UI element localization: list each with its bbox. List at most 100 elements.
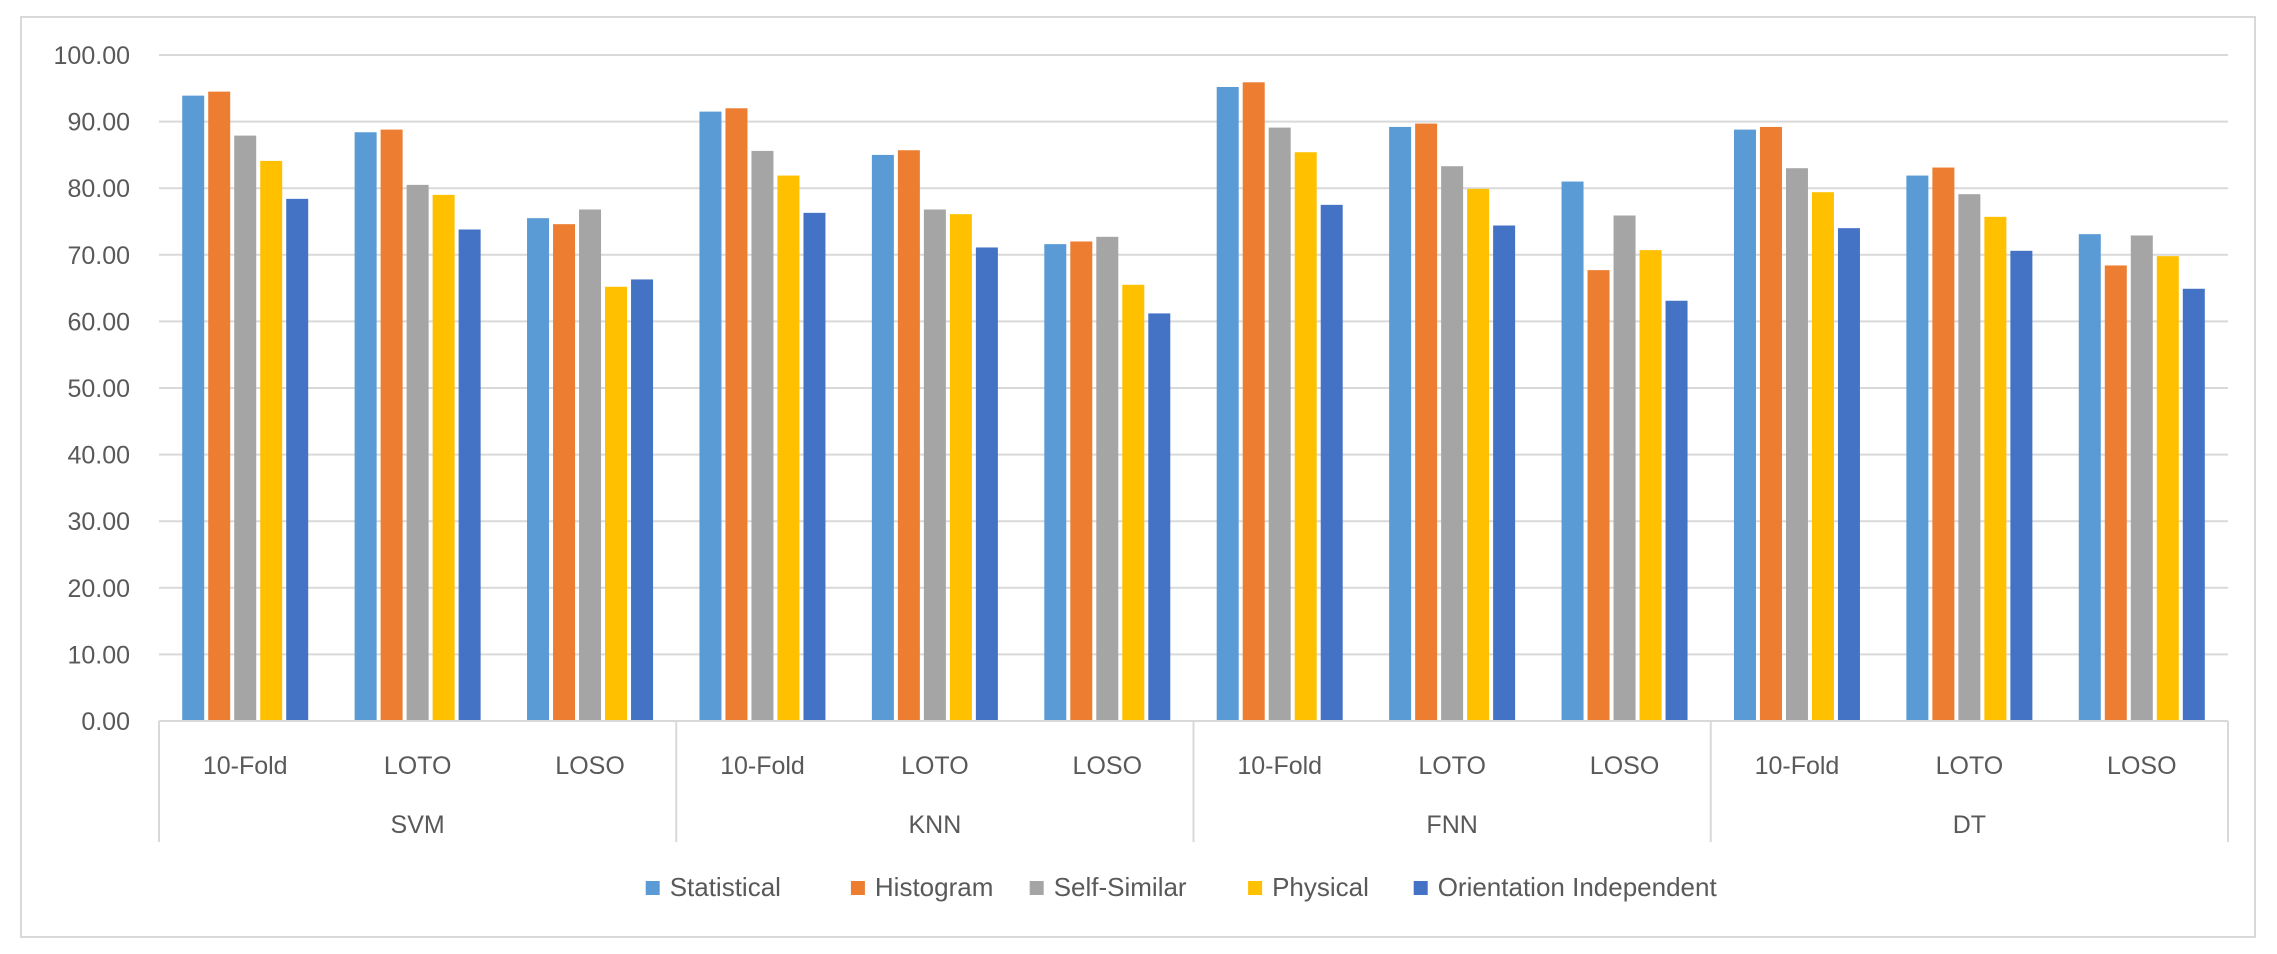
x-group-label: KNN — [908, 811, 961, 839]
bar — [2182, 288, 2205, 721]
bar — [1441, 166, 1464, 722]
bar — [1733, 129, 1756, 721]
legend: Statistical Histogram Self-Similar Physical… — [645, 872, 1718, 902]
bar — [1044, 244, 1067, 722]
x-group-label: DT — [1953, 811, 1986, 839]
x-subcategory-label: 10-Fold — [720, 752, 805, 780]
legend-label: Orientation Independent — [1438, 872, 1718, 902]
bar — [1294, 152, 1317, 722]
bar — [897, 150, 920, 721]
legend-swatch — [850, 881, 865, 895]
legend-swatch — [1029, 881, 1044, 895]
legend-label: Histogram — [875, 872, 993, 902]
x-subcategory-label: LOSO — [2107, 752, 2176, 780]
legend-swatch — [1248, 881, 1263, 895]
bar — [631, 279, 654, 721]
bar — [1613, 215, 1636, 722]
bar — [260, 160, 283, 722]
bar — [553, 224, 576, 721]
x-subcategory-label: 10-Fold — [203, 752, 288, 780]
x-subcategory-label: LOSO — [1073, 752, 1142, 780]
legend-label: Self-Similar — [1054, 872, 1187, 902]
y-tick-label: 40.00 — [67, 442, 130, 470]
bar — [1216, 86, 1239, 721]
bar — [1493, 225, 1516, 721]
x-subcategory-label: 10-Fold — [1755, 752, 1840, 780]
y-tick-label: 60.00 — [67, 308, 130, 336]
x-axis-category-labels: 10-Fold LOTO LOSO 10-Fold LOTO LOSO 10-Fold LOT… — [203, 752, 2177, 839]
bars — [182, 82, 2205, 722]
bar — [1785, 168, 1808, 722]
y-tick-label: 30.00 — [67, 508, 130, 536]
bar — [579, 209, 602, 721]
bar — [1070, 241, 1093, 722]
x-subcategory-label: 10-Fold — [1237, 752, 1322, 780]
chart-frame: 0.00 10.00 20.00 30.00 40.00 50.00 60.00 70.00 8… — [20, 16, 2256, 938]
y-axis-tick-labels: 0.00 10.00 20.00 30.00 40.00 50.00 60.00 70.00 8… — [54, 42, 130, 736]
bar — [1096, 236, 1119, 721]
bar — [923, 209, 946, 721]
y-tick-label: 70.00 — [67, 242, 130, 270]
bar — [949, 214, 972, 721]
bar — [605, 286, 628, 721]
bar — [380, 129, 403, 721]
bar — [406, 184, 429, 721]
bar — [1268, 127, 1291, 722]
y-tick-label: 100.00 — [54, 42, 130, 70]
bar — [182, 95, 205, 722]
legend-swatch — [645, 881, 660, 895]
bar — [1958, 194, 1981, 722]
bar — [1837, 228, 1860, 721]
bar — [1759, 126, 1782, 722]
x-subcategory-label: LOSO — [555, 752, 624, 780]
bar — [751, 150, 774, 722]
y-tick-label: 90.00 — [67, 109, 130, 137]
bar — [777, 175, 800, 721]
bar-chart: 0.00 10.00 20.00 30.00 40.00 50.00 60.00 70.00 8… — [54, 42, 2229, 902]
bar — [1320, 204, 1343, 722]
bar — [1639, 250, 1662, 721]
bar — [2010, 250, 2033, 721]
y-tick-label: 10.00 — [67, 641, 130, 669]
x-axis — [158, 720, 2229, 842]
bar — [803, 212, 826, 722]
bar — [458, 229, 481, 721]
x-subcategory-label: LOTO — [901, 752, 969, 780]
y-tick-label: 0.00 — [81, 708, 130, 736]
x-group-label: SVM — [391, 811, 445, 839]
legend-label: Physical — [1272, 872, 1369, 902]
legend-label: Statistical — [670, 872, 781, 902]
bar — [1811, 192, 1834, 722]
bar — [1665, 300, 1688, 721]
bar — [527, 218, 550, 722]
bar — [725, 108, 748, 721]
bar — [286, 198, 309, 721]
bar — [1932, 167, 1955, 721]
bar — [2130, 235, 2153, 721]
bar — [699, 111, 722, 722]
bar — [2156, 256, 2179, 721]
bar — [1389, 126, 1412, 722]
bar — [432, 194, 455, 722]
bar — [1122, 284, 1145, 721]
bar — [208, 91, 231, 721]
y-tick-label: 80.00 — [67, 175, 130, 203]
bar — [871, 154, 894, 721]
x-subcategory-label: LOTO — [1418, 752, 1486, 780]
bar — [1587, 270, 1610, 721]
bar — [1242, 82, 1265, 721]
gridlines — [159, 54, 2228, 656]
bar — [354, 132, 377, 722]
x-group-label: FNN — [1426, 811, 1477, 839]
y-tick-label: 20.00 — [67, 575, 130, 603]
bar — [234, 135, 257, 721]
bar — [1467, 188, 1490, 722]
bar — [1415, 123, 1438, 721]
x-subcategory-label: LOTO — [384, 752, 452, 780]
bar — [1561, 181, 1584, 722]
bar — [2078, 234, 2101, 722]
y-tick-label: 50.00 — [67, 375, 130, 403]
legend-swatch — [1413, 881, 1428, 895]
bar — [1148, 313, 1171, 721]
bar — [1906, 175, 1929, 721]
